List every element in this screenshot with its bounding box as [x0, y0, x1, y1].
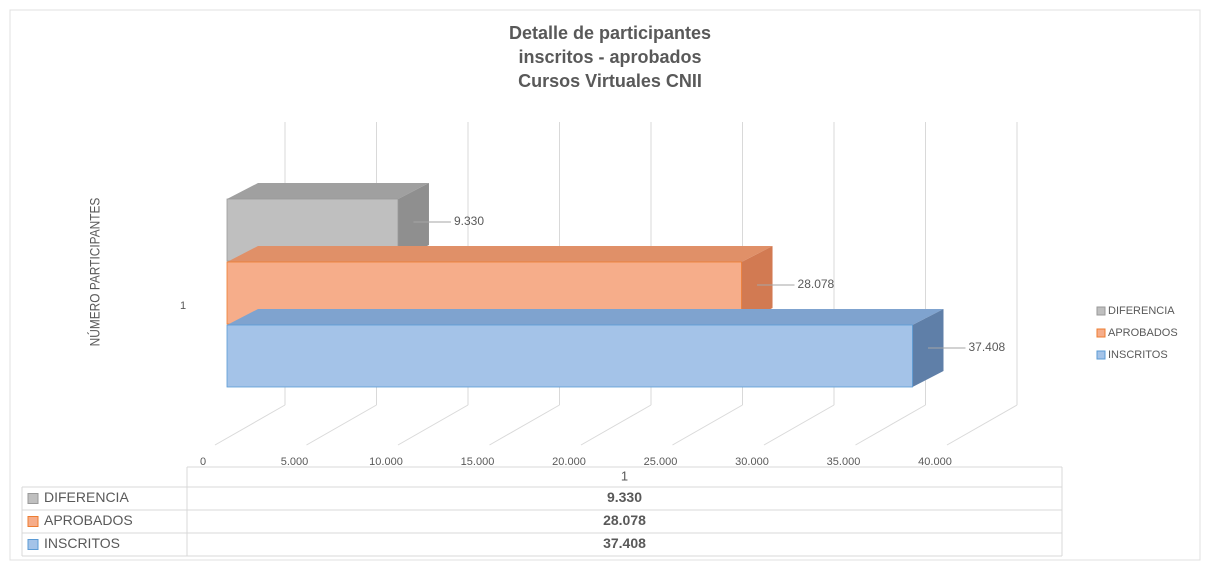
- x-tick-label: 40.000: [918, 456, 952, 468]
- table-value: 37.408: [603, 535, 646, 551]
- table-value: 9.330: [607, 489, 642, 505]
- grid-line: [763, 404, 835, 446]
- x-tick-label: 5.000: [281, 456, 309, 468]
- bar-top: [227, 183, 429, 199]
- table-swatch: [27, 493, 39, 504]
- bar-top: [227, 246, 773, 262]
- legend-label: INSCRITOS: [1108, 349, 1168, 361]
- x-tick-label: 15.000: [461, 456, 495, 468]
- chart-title: Detalle de participantes: [509, 23, 711, 43]
- legend-label: APROBADOS: [1108, 327, 1178, 339]
- grid-line: [214, 404, 286, 446]
- table-row-label: INSCRITOS: [44, 535, 120, 551]
- bar: [226, 324, 913, 388]
- data-label: 37.408: [969, 340, 1006, 354]
- category-label: 1: [180, 300, 186, 312]
- legend-swatch: [1096, 306, 1106, 316]
- grid-line: [855, 404, 926, 446]
- chart-title: Cursos Virtuales CNII: [518, 71, 702, 91]
- grid-line: [306, 404, 377, 446]
- grid-line: [672, 404, 743, 446]
- y-axis-label: NÚMERO PARTICIPANTES: [87, 197, 103, 346]
- grid-line: [580, 404, 652, 446]
- x-tick-label: 10.000: [369, 456, 403, 468]
- x-tick-label: 0: [200, 456, 206, 468]
- data-label: 9.330: [454, 214, 484, 228]
- legend-swatch: [1096, 328, 1106, 338]
- table-row-label: APROBADOS: [44, 512, 133, 528]
- grid-line: [397, 404, 469, 446]
- table-swatch: [27, 539, 39, 550]
- legend-swatch: [1096, 350, 1106, 360]
- bar-top: [227, 309, 944, 325]
- grid-line: [489, 404, 560, 446]
- table-header: 1: [621, 468, 628, 483]
- x-tick-label: 20.000: [552, 456, 586, 468]
- legend-label: DIFERENCIA: [1108, 305, 1175, 317]
- grid-line: [946, 404, 1018, 446]
- x-tick-label: 35.000: [827, 456, 861, 468]
- x-tick-label: 25.000: [644, 456, 678, 468]
- data-label: 28.078: [798, 277, 835, 291]
- x-tick-label: 30.000: [735, 456, 769, 468]
- chart-title: inscritos - aprobados: [518, 47, 701, 67]
- table-swatch: [27, 516, 39, 527]
- table-value: 28.078: [603, 512, 646, 528]
- table-row-label: DIFERENCIA: [44, 489, 129, 505]
